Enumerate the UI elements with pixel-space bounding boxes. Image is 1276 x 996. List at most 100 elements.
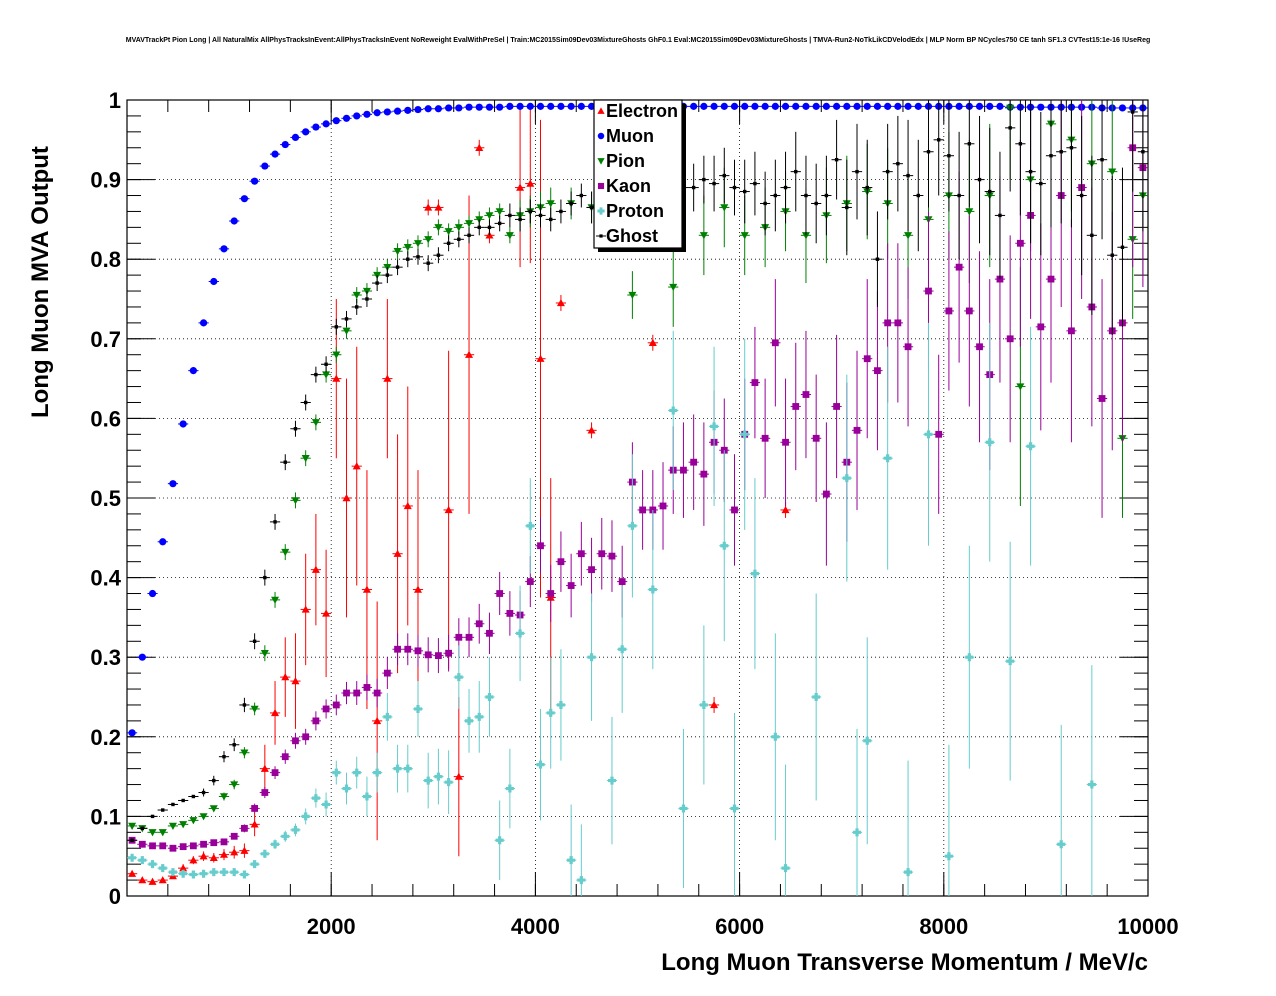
data-point (904, 343, 912, 351)
data-point (699, 700, 708, 709)
data-point (781, 505, 790, 514)
data-point (547, 102, 555, 110)
data-point (189, 817, 198, 825)
data-point (1087, 780, 1096, 789)
data-point (149, 842, 156, 850)
data-point (434, 224, 443, 232)
data-point (1049, 154, 1053, 158)
x-axis-title: Long Muon Transverse Momentum / MeV/c (661, 949, 1148, 976)
data-point (1028, 169, 1033, 174)
data-point (281, 548, 290, 557)
data-point (559, 209, 563, 214)
data-point (536, 102, 545, 110)
data-point (845, 205, 849, 210)
data-point (169, 844, 177, 852)
data-point (639, 506, 647, 514)
data-point (334, 325, 339, 329)
y-tick-label: 0 (109, 884, 121, 909)
data-point (148, 860, 157, 869)
data-point (957, 193, 961, 198)
data-point (424, 651, 432, 659)
data-point (1141, 150, 1145, 154)
data-point (508, 213, 512, 218)
data-point (546, 200, 555, 208)
data-point (965, 653, 974, 662)
data-point (518, 217, 522, 222)
data-point (467, 233, 471, 238)
data-point (914, 102, 922, 110)
data-point (312, 123, 320, 131)
x-tick-label: 4000 (511, 914, 560, 939)
data-point (740, 232, 749, 240)
data-point (322, 800, 331, 809)
data-point (495, 208, 504, 216)
data-point (342, 494, 351, 502)
data-point (955, 102, 963, 110)
data-point (250, 705, 259, 713)
data-point (761, 102, 769, 110)
data-point (362, 792, 371, 801)
data-point (1059, 150, 1063, 154)
data-point (496, 103, 504, 111)
data-point (569, 201, 573, 206)
data-point (291, 133, 300, 142)
data-point (303, 400, 308, 405)
data-point (782, 438, 789, 446)
data-point (424, 105, 432, 113)
data-point (138, 856, 147, 865)
data-point (393, 248, 402, 256)
data-point (485, 103, 494, 111)
data-point (230, 217, 238, 225)
y-tick-label: 0.1 (90, 804, 121, 829)
data-point (413, 240, 422, 248)
data-point (588, 566, 595, 574)
data-point (403, 501, 412, 510)
data-point (342, 327, 351, 335)
data-point (485, 212, 494, 220)
data-point (567, 582, 575, 589)
data-point (302, 733, 310, 741)
data-point (690, 458, 698, 466)
data-point (138, 653, 146, 661)
data-point (436, 253, 441, 257)
legend-marker-muon (597, 132, 605, 140)
data-point (935, 430, 943, 438)
data-point (804, 193, 808, 198)
data-point (362, 585, 371, 593)
data-point (618, 645, 627, 654)
data-point (1037, 103, 1045, 111)
legend-entries: Electron Muon Pion Kaon Proton Ghost (596, 101, 678, 246)
data-point (444, 228, 453, 236)
data-point (763, 201, 767, 206)
y-tick-labels: 0 0.1 0.2 0.3 0.4 0.5 0.6 0.7 0.8 0.9 1 (90, 88, 121, 909)
data-point (648, 585, 657, 594)
data-point (352, 462, 361, 470)
data-point (988, 189, 992, 194)
data-point (383, 108, 391, 116)
data-point (618, 578, 626, 585)
legend-marker-pion (597, 158, 605, 165)
data-point (281, 753, 289, 761)
data-point (148, 877, 157, 885)
data-point (283, 460, 287, 464)
data-point (219, 793, 228, 801)
data-point (403, 244, 412, 252)
data-point (1098, 395, 1106, 402)
data-point (383, 669, 391, 677)
data-point (549, 217, 553, 222)
data-point (150, 814, 155, 819)
data-point (302, 128, 310, 136)
data-point (587, 102, 596, 110)
data-point (332, 351, 341, 359)
data-point (700, 102, 708, 110)
data-point (781, 102, 790, 110)
data-point (424, 776, 433, 785)
data-point (743, 189, 747, 194)
grid (127, 100, 1148, 896)
data-point (261, 789, 269, 796)
x-tick-label: 10000 (1117, 914, 1178, 939)
data-point (454, 772, 463, 780)
data-point (201, 790, 206, 795)
data-point (434, 105, 443, 113)
data-point (608, 552, 616, 560)
